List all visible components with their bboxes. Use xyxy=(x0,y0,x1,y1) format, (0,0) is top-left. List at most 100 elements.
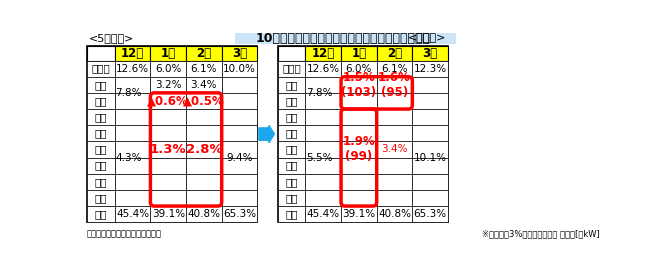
Bar xyxy=(277,61,306,77)
Bar xyxy=(87,206,115,222)
Text: 12月: 12月 xyxy=(121,47,144,60)
Bar xyxy=(341,46,377,61)
Bar xyxy=(150,206,186,222)
Bar xyxy=(222,158,257,174)
Text: 40.8%: 40.8% xyxy=(188,209,220,219)
Bar xyxy=(341,190,377,206)
Bar xyxy=(115,61,150,77)
Text: 東京: 東京 xyxy=(285,96,297,106)
Text: ▲0.6%: ▲0.6% xyxy=(147,95,189,107)
Bar xyxy=(377,109,412,125)
Bar xyxy=(412,190,448,206)
Text: 45.4%: 45.4% xyxy=(307,209,340,219)
Bar xyxy=(306,109,341,125)
Bar xyxy=(341,61,377,77)
Text: 12.6%: 12.6% xyxy=(307,64,340,74)
Bar xyxy=(115,125,150,142)
Bar xyxy=(115,174,150,190)
Bar xyxy=(377,190,412,206)
Bar xyxy=(222,77,257,93)
FancyArrow shape xyxy=(259,125,275,143)
Text: 5.5%: 5.5% xyxy=(306,152,332,163)
Bar xyxy=(306,61,341,77)
Bar xyxy=(377,93,412,109)
Bar xyxy=(222,93,257,109)
Bar xyxy=(341,206,377,222)
Bar xyxy=(412,61,448,77)
Bar xyxy=(186,206,222,222)
Bar xyxy=(87,158,115,174)
Bar xyxy=(341,109,377,125)
Bar xyxy=(87,190,115,206)
Bar xyxy=(377,174,412,190)
Bar xyxy=(87,46,115,61)
Text: 1.3%: 1.3% xyxy=(150,143,186,156)
Bar xyxy=(150,174,186,190)
Text: 1月: 1月 xyxy=(161,47,176,60)
Text: 中国: 中国 xyxy=(285,161,297,171)
Bar xyxy=(377,61,412,77)
Bar xyxy=(277,77,306,93)
Bar xyxy=(306,142,341,158)
Text: 7.8%: 7.8% xyxy=(306,88,332,98)
Text: （出典）電力広域的運営推進機関: （出典）電力広域的運営推進機関 xyxy=(87,229,162,238)
Text: 10年に一度の厳寒を想定した需要に対する予備率: 10年に一度の厳寒を想定した需要に対する予備率 xyxy=(256,32,431,45)
Text: 12.6%: 12.6% xyxy=(116,64,149,74)
Bar xyxy=(235,33,456,44)
Bar xyxy=(306,206,341,222)
Text: 東北: 東北 xyxy=(94,80,107,90)
Text: 中部: 中部 xyxy=(285,112,297,122)
Text: 2月: 2月 xyxy=(196,47,212,60)
Text: 3.4%: 3.4% xyxy=(191,80,217,90)
Text: 65.3%: 65.3% xyxy=(223,209,256,219)
Text: 3月: 3月 xyxy=(423,47,438,60)
Text: 九州: 九州 xyxy=(94,193,107,203)
Text: 45.4%: 45.4% xyxy=(116,209,149,219)
Bar xyxy=(341,77,377,93)
Text: 39.1%: 39.1% xyxy=(151,209,185,219)
Text: 7.8%: 7.8% xyxy=(115,88,142,98)
Bar xyxy=(412,77,448,93)
Bar xyxy=(186,77,222,93)
Bar xyxy=(377,125,412,142)
Bar xyxy=(150,125,186,142)
Text: 6.0%: 6.0% xyxy=(346,64,372,74)
Bar xyxy=(222,190,257,206)
Bar xyxy=(412,125,448,142)
Bar xyxy=(377,46,412,61)
Bar xyxy=(277,158,306,174)
Bar xyxy=(222,109,257,125)
Text: 3月: 3月 xyxy=(232,47,247,60)
Bar xyxy=(277,206,306,222)
Bar xyxy=(222,61,257,77)
Text: 沖縄: 沖縄 xyxy=(285,209,297,219)
Bar xyxy=(277,93,306,109)
Bar xyxy=(222,125,257,142)
Bar xyxy=(186,93,222,109)
Text: 6.0%: 6.0% xyxy=(155,64,182,74)
Bar xyxy=(341,93,377,109)
Text: 3.4%: 3.4% xyxy=(381,144,408,155)
Bar xyxy=(186,190,222,206)
Bar xyxy=(412,142,448,158)
Text: 九州: 九州 xyxy=(285,193,297,203)
Text: 北陸: 北陸 xyxy=(94,128,107,138)
Bar xyxy=(377,77,412,93)
Bar xyxy=(115,206,150,222)
Bar xyxy=(150,142,186,158)
Bar xyxy=(150,93,186,109)
Text: 40.8%: 40.8% xyxy=(378,209,411,219)
Bar xyxy=(115,46,150,61)
Bar xyxy=(306,190,341,206)
Bar xyxy=(377,206,412,222)
Text: 四国: 四国 xyxy=(94,177,107,187)
Text: 39.1%: 39.1% xyxy=(342,209,375,219)
Bar xyxy=(277,46,306,61)
Bar xyxy=(150,77,186,93)
Bar xyxy=(277,46,448,222)
Text: 四国: 四国 xyxy=(285,177,297,187)
Bar xyxy=(115,109,150,125)
Bar xyxy=(306,93,341,109)
Bar xyxy=(186,61,222,77)
Bar xyxy=(341,142,377,158)
